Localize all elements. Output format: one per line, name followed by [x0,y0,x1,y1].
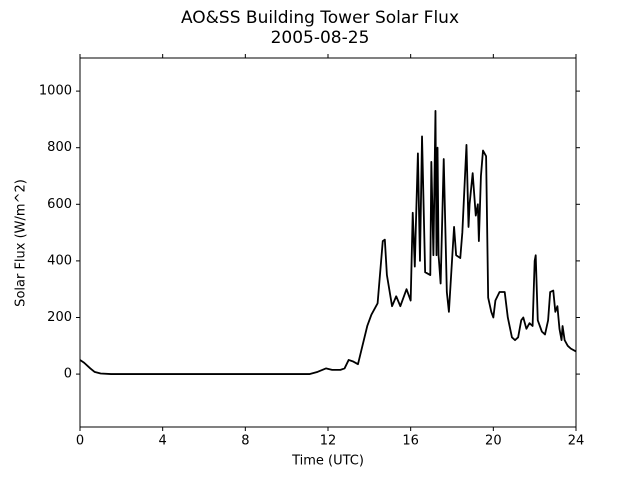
y-tick-label: 600 [47,197,72,212]
x-tick-label: 8 [241,434,249,449]
x-tick-label: 0 [76,434,84,449]
x-tick-label: 4 [159,434,167,449]
y-tick-label: 400 [47,253,72,268]
x-tick-label: 16 [402,434,419,449]
y-tick-label: 200 [47,310,72,325]
x-tick-label: 24 [568,434,585,449]
y-tick-label: 1000 [39,84,72,99]
x-axis-label: Time (UTC) [291,454,364,469]
chart-title: AO&SS Building Tower Solar Flux [181,8,459,28]
x-tick-label: 12 [320,434,337,449]
y-tick-label: 0 [64,367,72,382]
x-tick-label: 20 [485,434,502,449]
chart-subtitle: 2005-08-25 [271,28,370,48]
data-line [79,110,577,375]
plot-frame [79,57,577,428]
y-axis-label: Solar Flux (W/m^2) [14,179,29,307]
y-tick-label: 800 [47,140,72,155]
